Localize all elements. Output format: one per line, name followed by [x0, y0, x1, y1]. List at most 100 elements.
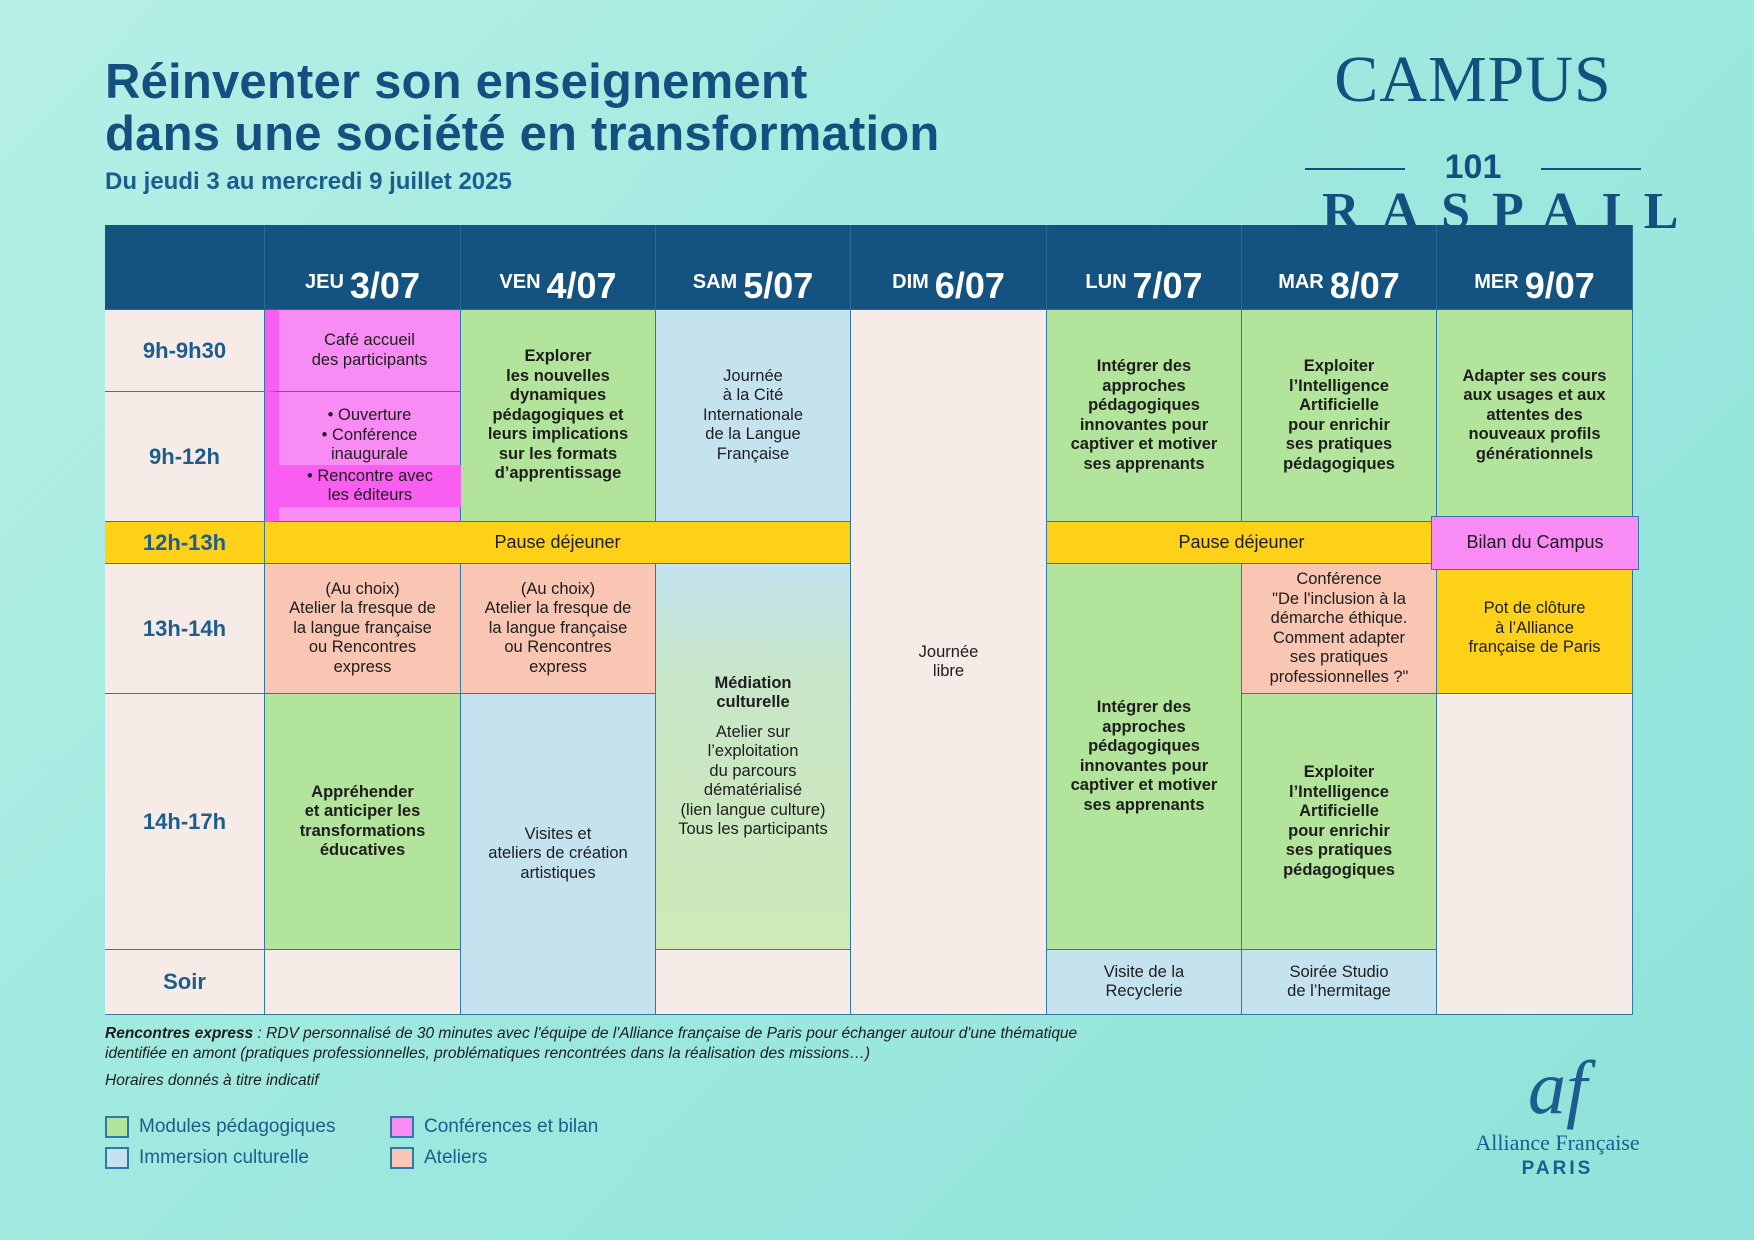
logo-number: 101 [1444, 148, 1502, 186]
text-line: express [333, 657, 392, 676]
text-line: pédagogiques et [492, 405, 624, 424]
legend-swatch [105, 1116, 129, 1138]
header-day-ven: VEN 4/07 [461, 225, 656, 310]
time-slot: 12h-13h [105, 522, 265, 564]
time-slot: 9h-12h [105, 392, 265, 522]
header-day-mar: MAR 8/07 [1242, 225, 1437, 310]
alliance-francaise-logo: af Alliance Française PARIS [1470, 1048, 1645, 1198]
sam-mediation: Médiation culturelle Atelier sur l’explo… [656, 564, 851, 950]
header-day-dim: DIM 6/07 [851, 225, 1047, 310]
day-date: 7/07 [1132, 264, 1203, 306]
ven-afternoon: Visites et ateliers de création artistiq… [461, 694, 656, 1015]
text-line: Recyclerie [1105, 982, 1183, 1000]
text-line: libre [932, 662, 965, 680]
mar-soir: Soirée Studio de l’hermitage [1242, 950, 1437, 1015]
day-date: 4/07 [546, 264, 617, 306]
text-line: française de Paris [1468, 638, 1601, 657]
text-line: captiver et motiver [1070, 435, 1218, 453]
text-line: (Au choix) [325, 579, 400, 598]
ven-morning: Explorer les nouvelles dynamiques pédago… [461, 310, 656, 522]
day-date: 6/07 [934, 264, 1005, 306]
text-line: captiver et motiver [1070, 776, 1218, 794]
text-line: innovantes pour [1079, 415, 1209, 434]
mar-morning: Exploiter l’Intelligence Artificielle po… [1242, 310, 1437, 522]
legend-immersion: Immersion culturelle [105, 1147, 309, 1169]
text-line: Internationale [703, 405, 803, 424]
text-line: express [529, 657, 587, 676]
text-line: de la Langue [705, 425, 801, 444]
text-line: pédagogiques [1088, 737, 1200, 755]
text-line: Soirée Studio [1289, 962, 1389, 981]
text-line: Visite de la [1103, 962, 1185, 981]
text-line: Café accueil [324, 331, 415, 349]
jeu-soir [265, 950, 461, 1015]
text-line: d’apprentissage [494, 464, 622, 483]
day-name: VEN [499, 270, 541, 293]
text-line: et anticiper les [304, 802, 421, 820]
lun-morning: Intégrer des approches pédagogiques inno… [1047, 310, 1242, 522]
text-line: Pot de clôture [1483, 599, 1586, 618]
bilan-campus: Bilan du Campus [1431, 516, 1639, 570]
dim-libre: Journée libre [851, 310, 1047, 1015]
text-line: Journée [723, 366, 783, 385]
text-line: • Conférence [321, 425, 418, 444]
text-line: Atelier la fresque de [289, 599, 436, 618]
text-line: • Ouverture [327, 406, 412, 424]
text-line: ses pratiques [1289, 648, 1389, 666]
text-line: innovantes pour [1079, 756, 1209, 775]
legend-swatch [105, 1147, 129, 1169]
jeu-atelier: (Au choix) Atelier la fresque de la lang… [265, 564, 461, 694]
text-line: Tous les participants [678, 820, 828, 838]
text-line: Exploiter [1303, 763, 1375, 781]
text-line: ses pratiques [1285, 841, 1393, 859]
schedule-table: JEU 3/07 VEN 4/07 SAM 5/07 DIM 6/07 LUN 7/07 … [105, 225, 1639, 1015]
day-date: 5/07 [743, 264, 814, 306]
text-line: artistiques [520, 863, 596, 882]
text-line: Intégrer des [1096, 357, 1192, 375]
note-rencontres: Rencontres express : RDV personnalisé de… [105, 1024, 1077, 1044]
footnotes: Rencontres express : RDV personnalisé de… [105, 1024, 1077, 1091]
legend-swatch [390, 1147, 414, 1169]
legend-label: Modules pédagogiques [139, 1116, 336, 1137]
text-line: professionnelles ?" [1269, 667, 1409, 686]
text-line: ateliers de création [488, 844, 628, 863]
text-line: à l’Alliance [1495, 618, 1574, 637]
logo-campus: CAMPUS [1334, 43, 1612, 116]
note-term: Rencontres express [105, 1025, 254, 1042]
legend-label: Immersion culturelle [139, 1147, 309, 1168]
text-line: ou Rencontres [308, 638, 417, 657]
note-disclaimer: Horaires donnés à titre indicatif [105, 1072, 319, 1089]
text-line: éducatives [319, 841, 406, 859]
text-line: nouveaux profils [1468, 425, 1601, 444]
header-day-jeu: JEU 3/07 [265, 225, 461, 310]
text-line: Médiation [714, 673, 792, 692]
text-line: approches [1102, 376, 1186, 395]
text-line: leurs implications [487, 425, 629, 444]
text-line: sur les formats [498, 444, 618, 463]
legend-ateliers: Ateliers [390, 1147, 487, 1169]
legend-label: Conférences et bilan [424, 1116, 599, 1137]
text-line: aux usages et aux [1463, 386, 1606, 405]
mer-empty [1437, 694, 1633, 1015]
text-line: Française [716, 444, 790, 463]
legend-modules: Modules pédagogiques [105, 1116, 336, 1138]
text-line: de l’hermitage [1287, 982, 1391, 1000]
lunch-break: Pause déjeuner [265, 522, 851, 564]
jeu-cafe: Café accueil des participants [265, 310, 461, 392]
note-text-line2: identifiée en amont (pratiques professio… [105, 1044, 871, 1062]
day-date: 8/07 [1329, 264, 1400, 306]
day-name: LUN [1085, 270, 1127, 293]
text-line: les éditeurs [327, 486, 413, 504]
text-line: approches [1102, 717, 1186, 736]
lunch-break: Pause déjeuner [1047, 522, 1437, 564]
lun-soir: Visite de la Recyclerie [1047, 950, 1242, 1015]
time-slot: 14h-17h [105, 694, 265, 950]
legend-conferences: Conférences et bilan [390, 1116, 598, 1138]
text-line: ou Rencontres [504, 638, 612, 657]
time-slot: 13h-14h [105, 564, 265, 694]
note-text: : RDV personnalisé de 30 minutes avec l'… [253, 1025, 1078, 1042]
text-line: l’exploitation [707, 742, 799, 760]
text-line: générationnels [1475, 444, 1594, 463]
text-line: l’Intelligence [1289, 376, 1389, 395]
header-corner [105, 225, 265, 310]
